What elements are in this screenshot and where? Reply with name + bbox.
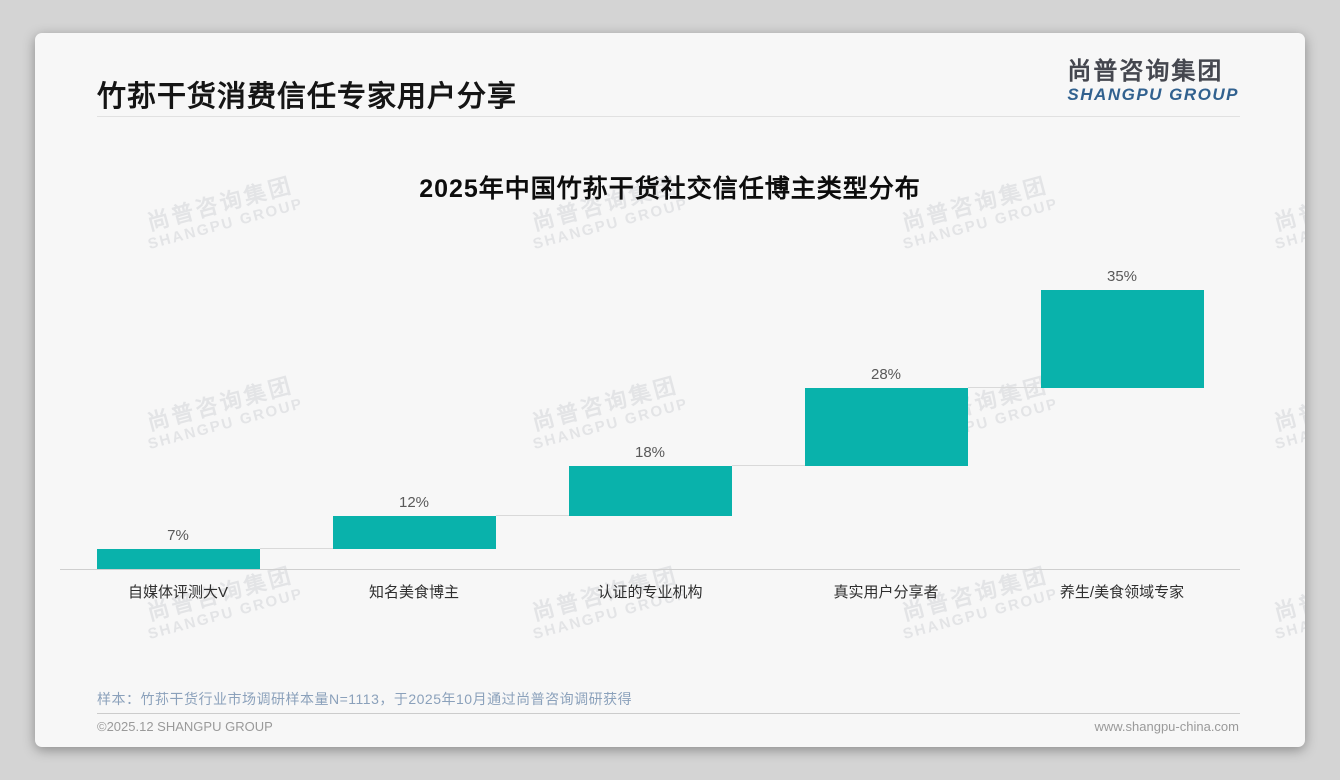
category-label-4: 真实用户分享者 [833, 584, 939, 601]
company-logo-cn: 尚普咨询集团 [1067, 58, 1224, 85]
bar-value-label-1: 7% [167, 527, 189, 545]
page-title: 竹荪干货消费信任专家用户分享 [97, 81, 518, 113]
waterfall-bar-5 [1040, 290, 1204, 388]
chart-title: 2025年中国竹荪干货社交信任博主类型分布 [419, 175, 921, 203]
category-axis: 自媒体评测大V 知名美食博主 认证的专业机构 真实用户分享者 养生/美食领域专家 [60, 581, 1240, 602]
sample-note: 样本：竹荪干货行业市场调研样本量N=1113，于2025年10月通过尚普咨询调研… [97, 691, 633, 707]
bar-value-label-4: 28% [870, 365, 902, 383]
header-divider [97, 116, 1240, 117]
waterfall-bar-1 [96, 549, 260, 569]
step-connector-3 [731, 464, 805, 466]
waterfall-plot: 7% 12% 18% 28% 35% [60, 268, 1240, 570]
x-axis-line [60, 569, 1240, 570]
bar-value-label-5: 35% [1106, 268, 1138, 285]
step-connector-1 [259, 548, 333, 550]
footer-website: www.shangpu-china.com [1094, 719, 1239, 734]
step-connector-2 [495, 515, 569, 516]
category-label-1: 自媒体评测大V [127, 584, 228, 601]
step-connector-4 [967, 386, 1041, 388]
company-logo: 尚普咨询集团 SHANGPU GROUP [1067, 58, 1239, 106]
company-logo-en: SHANGPU GROUP [1067, 85, 1239, 105]
category-label-3: 认证的专业机构 [597, 584, 703, 601]
waterfall-bar-3 [568, 465, 732, 516]
category-label-5: 养生/美食领域专家 [1059, 584, 1185, 601]
bar-value-label-2: 12% [398, 494, 430, 511]
slide-card: 尚普咨询集团 SHANGPU GROUP 尚普咨询集团 SHANGPU GROUP 尚普… [35, 33, 1305, 747]
footer-divider [97, 713, 1240, 714]
bar-value-label-3: 18% [634, 443, 666, 461]
waterfall-bar-2 [332, 516, 496, 550]
category-label-2: 知名美食博主 [368, 584, 459, 601]
waterfall-bar-4 [804, 387, 968, 466]
footer-copyright: ©2025.12 SHANGPU GROUP [97, 719, 273, 734]
